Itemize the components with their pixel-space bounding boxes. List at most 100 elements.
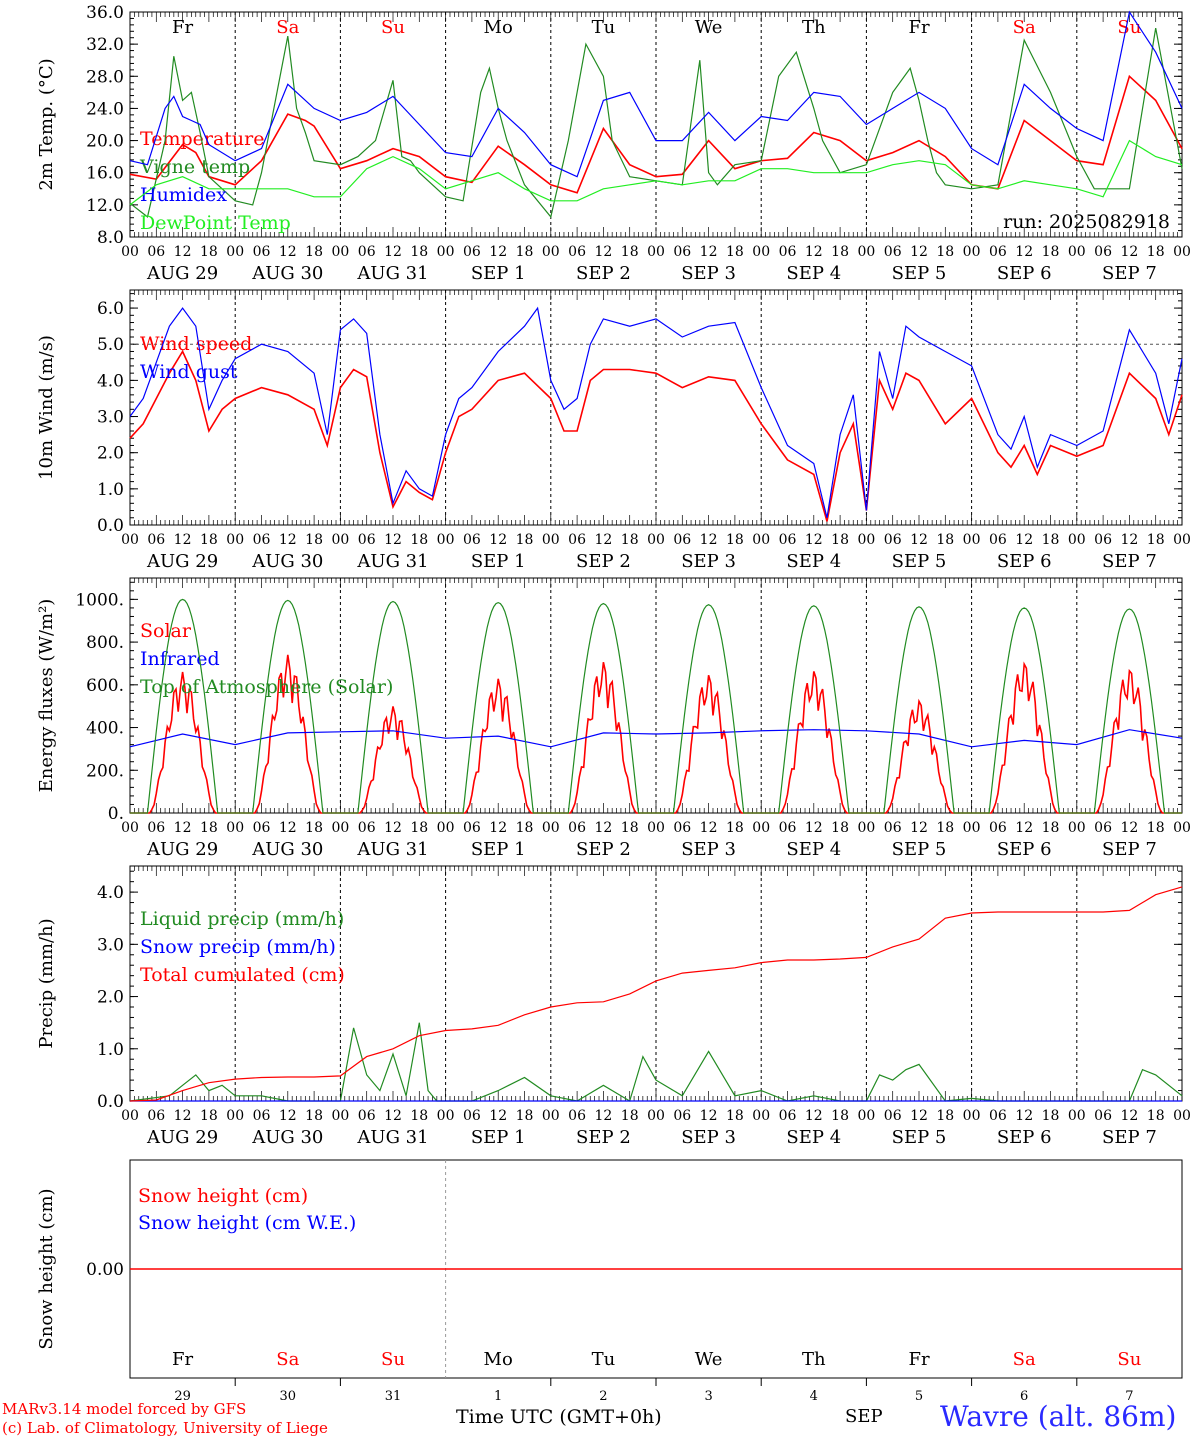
model-credit-line1: MARv3.14 model forced by GFS bbox=[2, 1400, 247, 1418]
hour-label: 06 bbox=[568, 1108, 586, 1124]
hour-label: 18 bbox=[305, 1108, 323, 1124]
panel-2: 0.0 1.0 2.0 3.0 4.0 5.0 6.0 10m Wind (m/s) 00 06 1… bbox=[36, 289, 1191, 572]
hour-label: 06 bbox=[673, 1108, 691, 1124]
hour-label: 18 bbox=[516, 1108, 534, 1124]
weekday-label: Sa bbox=[276, 1349, 299, 1370]
y-tick-label: 2.0 bbox=[97, 988, 124, 1008]
panel-4: 0.0 1.0 2.0 3.0 4.0 Precip (mm/h) 00 06 12 18 00 06… bbox=[36, 865, 1191, 1148]
hour-label: 12 bbox=[910, 820, 928, 836]
hour-label: 18 bbox=[410, 532, 428, 548]
hour-label: 18 bbox=[200, 820, 218, 836]
y-axis-title: Precip (mm/h) bbox=[36, 918, 57, 1048]
hour-label: 12 bbox=[384, 532, 402, 548]
hour-label: 06 bbox=[147, 244, 165, 260]
hour-label: 12 bbox=[174, 820, 192, 836]
hour-label: 00 bbox=[226, 820, 244, 836]
hour-label: 06 bbox=[673, 244, 691, 260]
plot-frame bbox=[129, 11, 1183, 238]
hour-label: 12 bbox=[174, 532, 192, 548]
y-tick-label: 6.0 bbox=[97, 299, 124, 319]
hour-label: 00 bbox=[647, 532, 665, 548]
hour-label: 12 bbox=[700, 1108, 718, 1124]
hour-label: 00 bbox=[857, 1108, 875, 1124]
hour-label: 06 bbox=[884, 244, 902, 260]
legend-entry: Wind speed bbox=[140, 333, 252, 355]
hour-label: 06 bbox=[779, 244, 797, 260]
hour-label: 12 bbox=[489, 532, 507, 548]
hour-label: 06 bbox=[358, 244, 376, 260]
day-number-label: 7 bbox=[1125, 1389, 1133, 1404]
hour-label: 12 bbox=[1015, 1108, 1033, 1124]
legend-entry: Temperature bbox=[140, 128, 264, 150]
hour-label: 06 bbox=[463, 532, 481, 548]
hour-label: 06 bbox=[779, 532, 797, 548]
hour-label: 06 bbox=[1094, 244, 1112, 260]
hour-label: 00 bbox=[647, 820, 665, 836]
date-label: SEP 4 bbox=[786, 1127, 841, 1148]
hour-label: 18 bbox=[831, 532, 849, 548]
hour-label: 12 bbox=[700, 820, 718, 836]
hour-label: 06 bbox=[884, 1108, 902, 1124]
hour-label: 00 bbox=[1173, 244, 1191, 260]
weekday-label: Fr bbox=[172, 1349, 193, 1370]
weekday-label: Th bbox=[802, 17, 826, 38]
legend-entry: Vigne temp bbox=[139, 156, 250, 178]
hour-label: 18 bbox=[1147, 1108, 1165, 1124]
hour-label: 12 bbox=[910, 532, 928, 548]
panel-1: 8.0 12.0 16.0 20.0 24.0 28.0 32.0 36.0 2m Temp. … bbox=[36, 3, 1191, 284]
hour-label: 18 bbox=[831, 1108, 849, 1124]
hour-label: 00 bbox=[647, 244, 665, 260]
hour-label: 18 bbox=[726, 532, 744, 548]
hour-label: 18 bbox=[726, 1108, 744, 1124]
date-label: SEP 3 bbox=[681, 839, 736, 860]
hour-label: 12 bbox=[805, 244, 823, 260]
hour-label: 12 bbox=[594, 532, 612, 548]
date-label: AUG 29 bbox=[146, 1127, 218, 1148]
hour-label: 06 bbox=[673, 532, 691, 548]
hour-label: 18 bbox=[621, 1108, 639, 1124]
y-tick-label: 1000. bbox=[75, 590, 124, 610]
hour-label: 06 bbox=[1094, 532, 1112, 548]
hour-label: 18 bbox=[305, 244, 323, 260]
date-label: AUG 30 bbox=[251, 1127, 323, 1148]
hour-label: 00 bbox=[437, 244, 455, 260]
hour-label: 12 bbox=[594, 244, 612, 260]
legend-entry: Total cumulated (cm) bbox=[140, 964, 345, 986]
month-label: SEP bbox=[845, 1406, 883, 1427]
hour-label: 12 bbox=[805, 532, 823, 548]
y-tick-label: 5.0 bbox=[97, 335, 124, 355]
hour-label: 06 bbox=[253, 1108, 271, 1124]
date-label: SEP 6 bbox=[997, 1127, 1052, 1148]
hour-label: 12 bbox=[489, 244, 507, 260]
hour-label: 06 bbox=[463, 244, 481, 260]
weekday-label: Fr bbox=[172, 17, 193, 38]
hour-label: 00 bbox=[331, 1108, 349, 1124]
date-label: SEP 4 bbox=[786, 263, 841, 284]
y-tick-label: 36.0 bbox=[86, 3, 124, 23]
legend-entry: Humidex bbox=[140, 184, 227, 206]
hour-label: 00 bbox=[1068, 1108, 1086, 1124]
hour-label: 12 bbox=[594, 820, 612, 836]
x-axis-title: Time UTC (GMT+0h) bbox=[456, 1406, 662, 1428]
y-tick-label: 2.0 bbox=[97, 444, 124, 464]
hour-label: 18 bbox=[936, 820, 954, 836]
y-tick-label: 800. bbox=[86, 633, 124, 653]
y-tick-label: 0. bbox=[108, 804, 124, 824]
series-line-top-of-atmosphere-solar- bbox=[130, 598, 1182, 814]
date-label: SEP 7 bbox=[1102, 263, 1157, 284]
date-label: SEP 4 bbox=[786, 551, 841, 572]
y-tick-label: 32.0 bbox=[86, 35, 124, 55]
hour-label: 12 bbox=[1120, 244, 1138, 260]
y-tick-label: 3.0 bbox=[97, 935, 124, 955]
hour-label: 18 bbox=[410, 820, 428, 836]
y-tick-label: 4.0 bbox=[97, 883, 124, 903]
date-label: SEP 2 bbox=[576, 839, 631, 860]
hour-label: 12 bbox=[279, 244, 297, 260]
hour-label: 06 bbox=[147, 820, 165, 836]
hour-label: 12 bbox=[1120, 532, 1138, 548]
legend-entry: Top of Atmosphere (Solar) bbox=[140, 676, 393, 698]
model-credit-line2: (c) Lab. of Climatology, University of L… bbox=[2, 1419, 328, 1437]
hour-label: 00 bbox=[121, 820, 139, 836]
y-tick-label: 200. bbox=[86, 761, 124, 781]
